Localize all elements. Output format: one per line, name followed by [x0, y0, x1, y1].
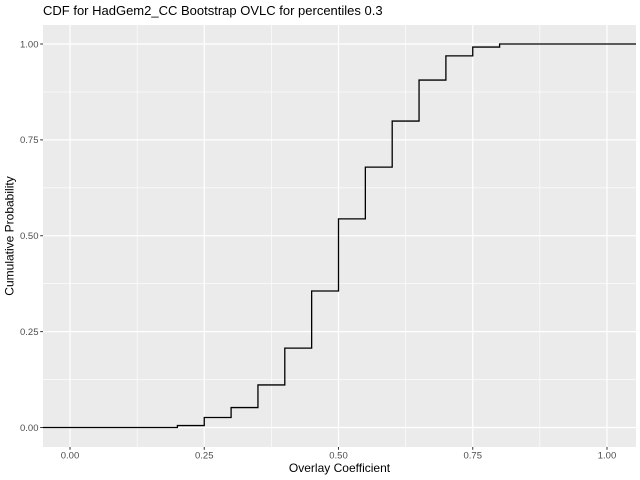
x-tick-label: 0.75 — [464, 451, 483, 462]
y-tick-label: 0.50 — [20, 231, 39, 242]
x-tick-label: 0.50 — [329, 451, 348, 462]
chart-title: CDF for HadGem2_CC Bootstrap OVLC for pe… — [43, 3, 383, 18]
y-tick-label: 0.75 — [20, 135, 39, 146]
y-tick-label: 1.00 — [20, 39, 39, 50]
cdf-step-line — [43, 43, 636, 429]
x-tick-label: 1.00 — [598, 451, 617, 462]
y-tick-label: 0.25 — [20, 327, 39, 338]
x-axis-title: Overlay Coefficient — [288, 461, 391, 475]
x-tick-label: 0.00 — [61, 451, 80, 462]
y-tick-label: 0.00 — [20, 423, 39, 434]
x-tick-label: 0.25 — [195, 451, 214, 462]
